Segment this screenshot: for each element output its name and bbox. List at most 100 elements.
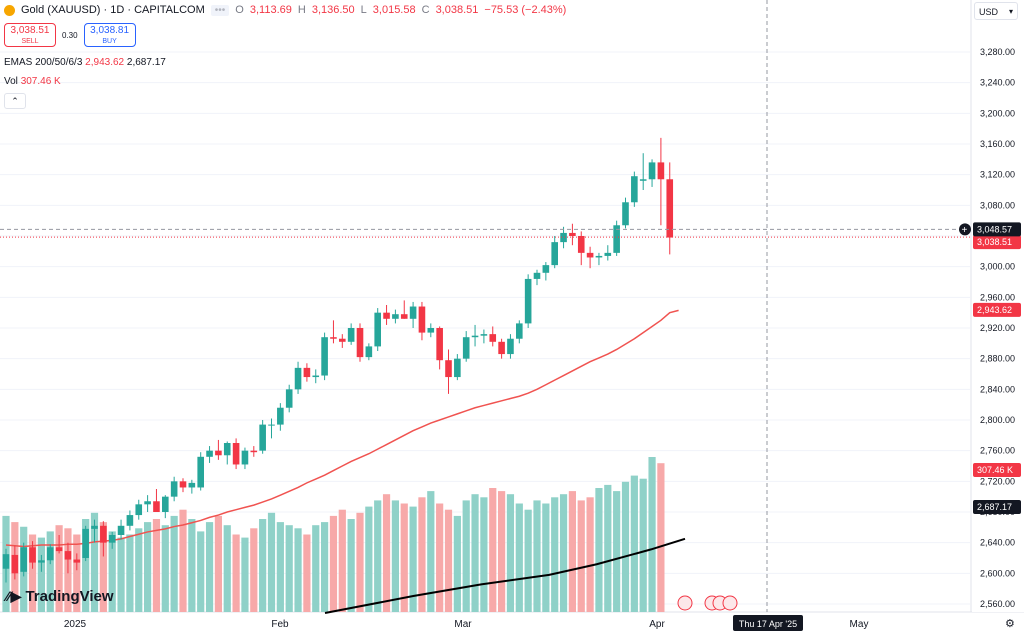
candle (2, 548, 10, 583)
candle-body (126, 515, 134, 526)
volume-bar (471, 494, 479, 612)
volume-bar (462, 500, 470, 612)
volume-bar (276, 522, 284, 612)
candle-body (639, 179, 647, 181)
candle-body (29, 547, 36, 563)
volume-bar (99, 522, 107, 612)
candle-body (330, 337, 337, 339)
more-icon[interactable]: ••• (210, 4, 230, 16)
candle-body (153, 501, 160, 512)
candle-body (82, 528, 89, 558)
x-tick-label: Mar (454, 619, 472, 630)
candle (170, 476, 178, 502)
candle (312, 369, 320, 384)
candle (29, 541, 36, 569)
volume-bar (551, 497, 559, 612)
collapse-legend-button[interactable]: ⌃ (4, 93, 26, 109)
candle (46, 544, 54, 565)
volume-bar (312, 525, 320, 612)
candle (462, 331, 470, 362)
candle (100, 521, 107, 557)
candle (480, 329, 488, 344)
y-tick-label: 2,640.00 (980, 538, 1015, 548)
volume-bar (90, 512, 99, 612)
volume-bar (303, 534, 311, 612)
crosshair-price-tag-bg (973, 222, 1021, 237)
volume-bar (179, 509, 187, 612)
candle-body (117, 525, 125, 535)
candle-body (648, 162, 656, 180)
volume-bar (506, 494, 515, 612)
currency-select[interactable]: USD ▾ (974, 2, 1018, 20)
candle (321, 332, 328, 381)
volume-bar (329, 515, 338, 612)
candle-body (321, 337, 328, 376)
volume-bar (489, 488, 497, 612)
volume-bar (223, 525, 231, 612)
volume-bar (321, 522, 329, 612)
volume-bar (82, 519, 90, 612)
candle-body (507, 338, 514, 355)
sell-label: SELL (21, 38, 39, 45)
candle-body (427, 328, 435, 333)
volume-bar (108, 531, 116, 612)
candle (400, 300, 408, 319)
candle (489, 326, 497, 347)
candle-body (91, 525, 98, 529)
volume-bar (453, 515, 461, 612)
y-tick-label: 2,720.00 (980, 476, 1015, 486)
close-value: 3,038.51 (435, 4, 479, 16)
candle (144, 495, 151, 512)
candle (347, 323, 355, 345)
volume-bar (374, 500, 382, 612)
volume-bar (126, 534, 134, 612)
candle-body (498, 341, 505, 355)
y-tick-label: 2,960.00 (980, 292, 1015, 302)
candle-body (445, 360, 452, 378)
chevron-up-icon: ⌃ (11, 96, 19, 106)
tradingview-icon: ⁄⁄▶ (6, 588, 22, 604)
ema-200-line (324, 537, 686, 614)
volume-bar (144, 522, 152, 612)
volume-bar (232, 534, 240, 612)
candle (374, 308, 381, 351)
crosshair-price-tag: 3,048.57 (977, 224, 1012, 234)
volume-bar (542, 503, 550, 612)
ema-legend[interactable]: EMAS 200/50/6/3 2,943.62 2,687.17 (4, 57, 166, 68)
candle-body (73, 559, 81, 563)
candle-body (170, 481, 178, 497)
volume-bar (577, 500, 585, 612)
candle-body (347, 328, 355, 342)
volume-legend[interactable]: Vol 307.46 K (4, 76, 61, 87)
y-tick-label: 3,080.00 (980, 200, 1015, 210)
volume-bar (37, 537, 45, 612)
settings-gear-icon[interactable]: ⚙ (1005, 618, 1015, 630)
candle-body (542, 265, 550, 273)
symbol-title[interactable]: Gold (XAUUSD) · 1D · CAPITALCOM (21, 4, 205, 16)
volume-bar (630, 475, 638, 612)
candle (613, 220, 620, 256)
candle (639, 153, 647, 190)
volume-bar (285, 525, 293, 612)
candle-body (533, 272, 541, 279)
buy-button[interactable]: 3,038.81 BUY (83, 23, 136, 47)
candle (206, 446, 213, 463)
sell-button[interactable]: 3,038.51 SELL (4, 23, 56, 47)
candle (577, 231, 585, 266)
volume-bar (117, 537, 125, 612)
tradingview-logo[interactable]: ⁄⁄▶ TradingView (6, 588, 114, 605)
candle (622, 197, 629, 229)
candle-body (20, 547, 27, 572)
ema2-tag: 2,687.17 (977, 502, 1012, 512)
high-value: 3,136.50 (311, 4, 355, 16)
volume-tag-bg (973, 463, 1021, 477)
candle-body (462, 337, 470, 359)
candle-body (250, 450, 258, 453)
candle (507, 334, 514, 359)
volume-bar (347, 519, 355, 612)
volume-bar (46, 531, 54, 612)
candles (2, 137, 674, 583)
candle-body (232, 443, 240, 465)
volume-bar (267, 512, 276, 612)
